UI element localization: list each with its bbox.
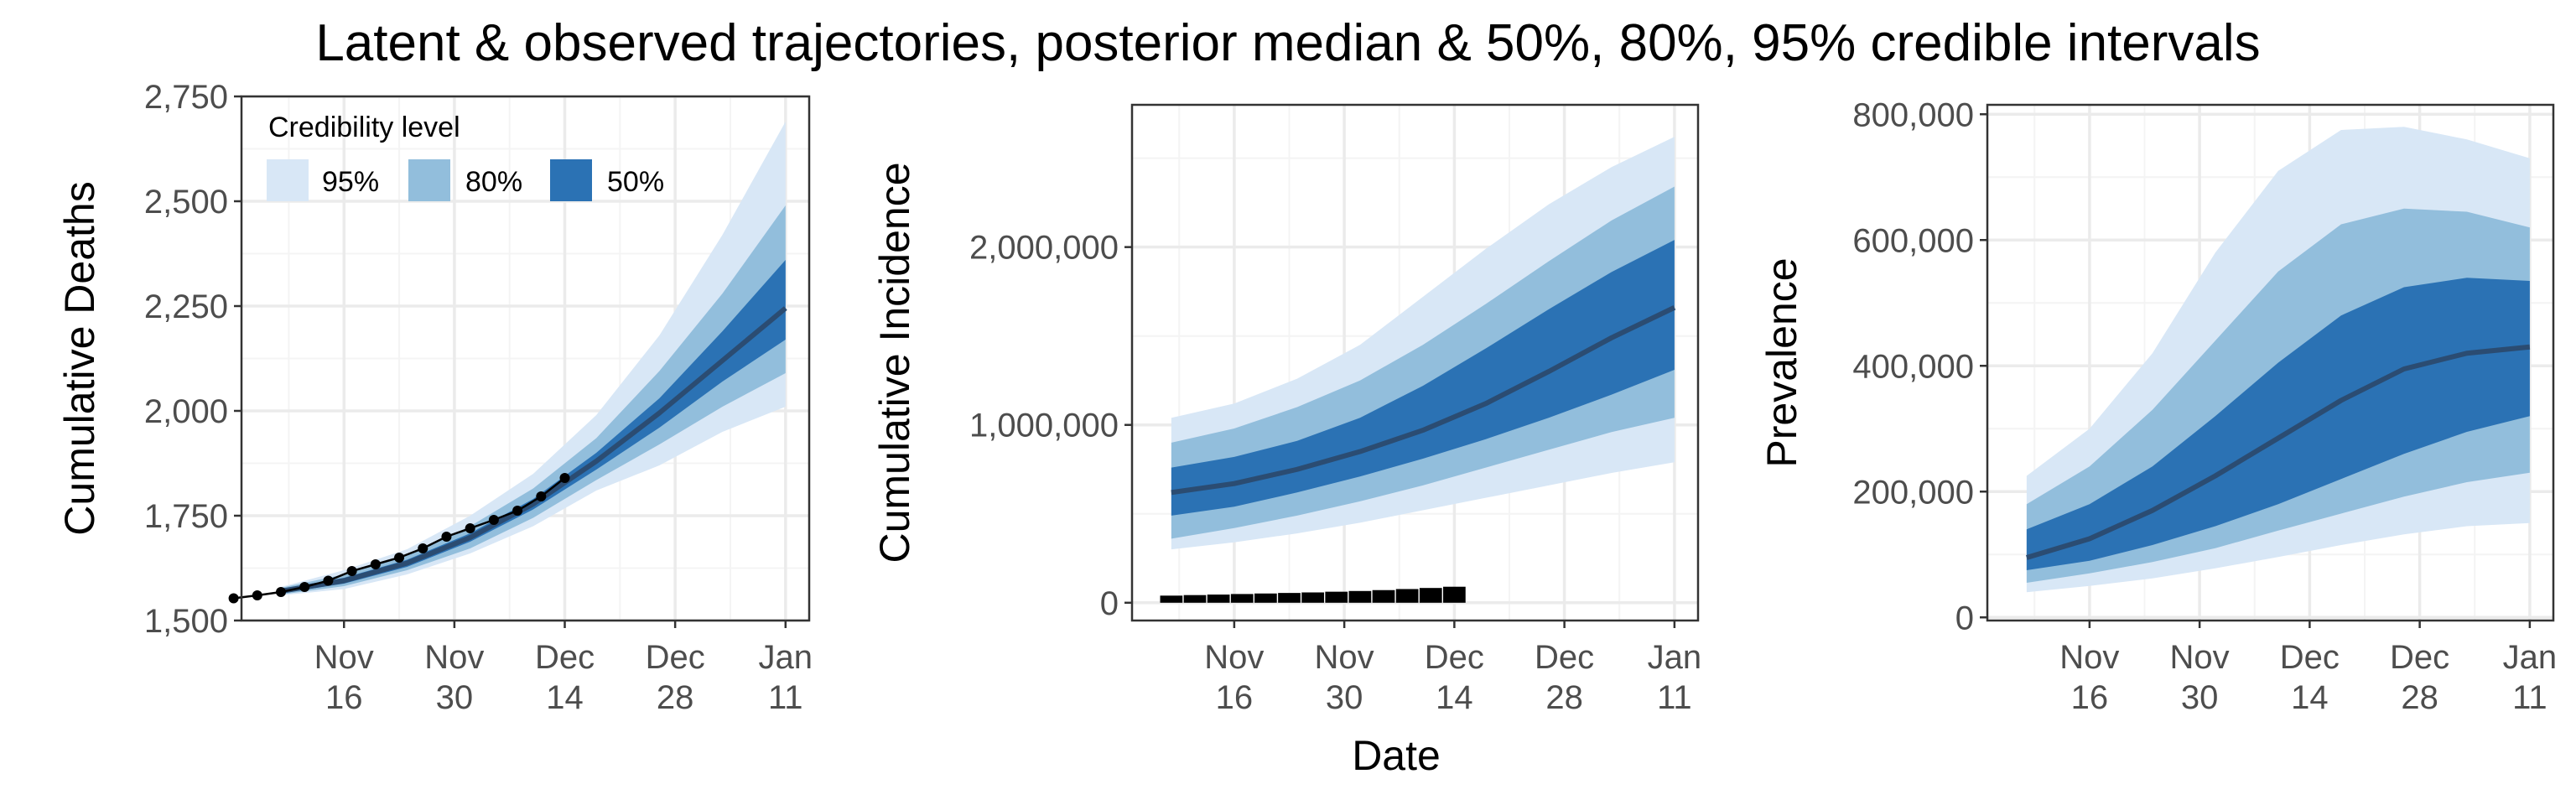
observed-bar: [1254, 593, 1277, 603]
y-axis-label: Cumulative Incidence: [871, 162, 918, 563]
y-axis-label: Prevalence: [1758, 257, 1805, 467]
y-tick-label: 800,000: [1852, 96, 1974, 133]
median-line: [280, 306, 787, 594]
legend-label-95: 95%: [322, 166, 379, 198]
y-tick-label: 2,750: [144, 79, 228, 116]
x-tick-label-day: 16: [2071, 679, 2109, 716]
x-tick-label-day: 14: [2291, 679, 2329, 716]
x-tick-label-month: Jan: [1648, 639, 1702, 676]
observed-point: [488, 515, 499, 525]
observed-point: [299, 582, 310, 592]
y-tick-label: 200,000: [1852, 474, 1974, 511]
x-tick-label-month: Dec: [1425, 639, 1484, 676]
observed-point: [418, 543, 428, 553]
x-tick-label-month: Dec: [2390, 639, 2449, 676]
x-tick-label-day: 30: [2181, 679, 2219, 716]
x-tick-label-month: Nov: [314, 639, 374, 676]
panel-border: [240, 95, 811, 622]
cumulative-incidence-panel: 01,000,0002,000,000Nov16Nov30Dec14Dec28J…: [871, 103, 1702, 716]
observed-bar: [1301, 592, 1324, 603]
x-tick-label-day: 28: [657, 679, 694, 716]
observed-bar: [1443, 586, 1466, 603]
x-tick-label-month: Nov: [1315, 639, 1374, 676]
y-tick-label: 2,500: [144, 184, 228, 221]
observed-bar: [1160, 595, 1183, 603]
ci50-band: [1171, 240, 1675, 516]
y-tick-label: 1,500: [144, 603, 228, 640]
median-line: [2026, 344, 2531, 560]
y-tick-label: 0: [1100, 585, 1119, 622]
x-tick-label-day: 14: [1436, 679, 1473, 716]
x-tick-label-month: Dec: [535, 639, 595, 676]
ci50-band: [2026, 278, 2530, 570]
x-tick-label-month: Nov: [2170, 639, 2230, 676]
observed-bar: [1372, 589, 1395, 603]
x-tick-label-month: Nov: [2059, 639, 2119, 676]
x-tick-label-day: 11: [1657, 679, 1692, 716]
x-tick-label-day: 11: [2512, 679, 2547, 716]
observed-point: [228, 593, 239, 604]
y-tick-label: 2,250: [144, 288, 228, 325]
observed-bar: [1348, 590, 1372, 603]
x-tick-label-day: 16: [325, 679, 363, 716]
observed-point: [465, 523, 475, 533]
x-tick-label-month: Dec: [646, 639, 705, 676]
observed-bar: [1183, 595, 1207, 603]
x-tick-label-month: Nov: [1204, 639, 1264, 676]
x-tick-label-day: 30: [436, 679, 474, 716]
legend-swatch-95: [267, 159, 309, 201]
median-line: [1171, 305, 1676, 496]
legend-title: Credibility level: [268, 112, 460, 143]
prevalence-panel: 0200,000400,000600,000800,000Nov16Nov30D…: [1758, 96, 2557, 716]
observed-bar: [1325, 591, 1348, 603]
observed-bar: [1278, 593, 1301, 603]
observed-bar: [1395, 589, 1419, 603]
observed-point: [346, 566, 357, 576]
observed-point: [441, 532, 452, 542]
observed-point: [512, 506, 523, 516]
observed-point: [276, 587, 287, 597]
y-tick-label: 600,000: [1852, 222, 1974, 259]
legend-label-50: 50%: [607, 166, 664, 198]
observed-point: [252, 590, 262, 600]
y-tick-label: 1,000,000: [969, 408, 1119, 444]
observed-bar: [1207, 595, 1230, 603]
x-tick-label-month: Dec: [2280, 639, 2340, 676]
figure-title: Latent & observed trajectories, posterio…: [315, 14, 2260, 72]
observed-bar: [1230, 594, 1254, 603]
legend-swatch-50: [550, 159, 592, 201]
y-tick-label: 0: [1955, 600, 1974, 636]
x-tick-label-month: Nov: [424, 639, 484, 676]
panel-border: [1130, 103, 1700, 622]
legend-label-80: 80%: [465, 166, 522, 198]
legend: Credibility level 95% 80% 50%: [267, 112, 664, 201]
x-tick-label-month: Jan: [2503, 639, 2558, 676]
y-tick-label: 1,750: [144, 498, 228, 535]
observed-point: [559, 473, 570, 483]
observed-bar: [1419, 588, 1442, 603]
x-tick-label-month: Dec: [1535, 639, 1594, 676]
observed-point: [370, 559, 381, 569]
y-axis-label: Cumulative Deaths: [56, 181, 103, 535]
x-tick-label-day: 11: [768, 679, 803, 716]
legend-swatch-80: [408, 159, 450, 201]
x-tick-label-day: 14: [546, 679, 584, 716]
x-tick-label-day: 30: [1326, 679, 1363, 716]
panel-border: [1986, 103, 2555, 622]
x-tick-label-day: 28: [1545, 679, 1583, 716]
x-tick-label-day: 16: [1216, 679, 1254, 716]
y-tick-label: 2,000: [144, 393, 228, 430]
y-tick-label: 400,000: [1852, 348, 1974, 385]
cumulative-deaths-panel: 1,5001,7502,0002,2502,5002,750Nov16Nov30…: [56, 79, 813, 716]
observed-point: [536, 491, 547, 501]
x-tick-label-month: Jan: [759, 639, 813, 676]
observed-point: [323, 575, 334, 586]
x-tick-label-day: 28: [2401, 679, 2438, 716]
y-tick-label: 2,000,000: [969, 230, 1119, 267]
observed-point: [394, 553, 405, 563]
x-axis-label: Date: [1352, 732, 1441, 779]
